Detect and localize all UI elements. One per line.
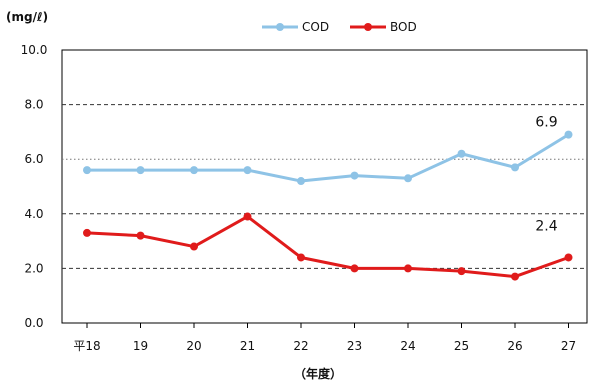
y-tick-label: 0.0	[24, 316, 43, 330]
cod-data-point	[243, 166, 252, 175]
y-tick-label: 10.0	[21, 43, 48, 57]
y-axis-ticks: 0.0 2.0 4.0 6.0 8.0 10.0	[21, 43, 48, 330]
gridlines	[62, 104, 587, 269]
y-tick-label: 6.0	[24, 152, 43, 166]
bod-data-point	[564, 253, 573, 262]
x-tick-label: 27	[561, 339, 576, 353]
bod-data-point	[350, 264, 359, 273]
cod-data-point	[350, 171, 359, 180]
bod-data-point	[457, 267, 466, 276]
bod-data-point	[190, 242, 198, 251]
x-axis-ticks: 平18 19 20 21 22 23 24 25 26 27	[73, 323, 576, 353]
data-label: 6.9	[535, 115, 557, 131]
bod-data-point	[243, 212, 252, 221]
cod-data-point	[457, 149, 466, 158]
cod-legend-marker	[276, 23, 284, 31]
x-tick-label: 25	[454, 339, 469, 353]
y-tick-label: 2.0	[24, 261, 43, 275]
bod-data-point	[83, 228, 91, 237]
cod-data-point	[136, 166, 145, 175]
series-layer	[83, 130, 573, 281]
bod-series-line	[86, 215, 570, 279]
bod-data-point	[297, 253, 305, 262]
annotations: 6.9 2.4	[535, 115, 557, 235]
cod-data-point	[564, 130, 573, 139]
x-tick-label: 平18	[73, 339, 100, 353]
x-tick-label: 23	[347, 339, 362, 353]
cod-data-point	[511, 163, 519, 172]
x-tick-label: 22	[293, 339, 308, 353]
x-tick-label: 24	[400, 339, 415, 353]
plot-frame	[61, 49, 588, 324]
bod-data-point	[136, 231, 145, 240]
x-tick-label: 20	[186, 339, 201, 353]
cod-series-line	[87, 133, 570, 183]
data-label: 2.4	[535, 218, 557, 234]
legend: COD BOD	[262, 20, 417, 34]
cod-legend-label: COD	[302, 20, 329, 34]
bod-legend-label: BOD	[390, 20, 417, 34]
x-tick-label: 21	[240, 339, 255, 353]
x-tick-label: 19	[133, 339, 148, 353]
cod-data-point	[404, 174, 412, 183]
y-tick-label: 4.0	[24, 207, 43, 221]
cod-data-point	[83, 166, 91, 175]
bod-legend-marker	[364, 23, 372, 31]
bod-data-point	[511, 272, 519, 281]
cod-data-point	[297, 177, 305, 186]
y-tick-label: 8.0	[24, 98, 43, 112]
x-tick-label: 26	[507, 339, 522, 353]
cod-data-point	[190, 166, 198, 175]
y-axis-label: (mg/ℓ)	[6, 10, 48, 24]
x-axis-label: （年度）	[294, 366, 342, 381]
bod-data-point	[404, 264, 412, 273]
